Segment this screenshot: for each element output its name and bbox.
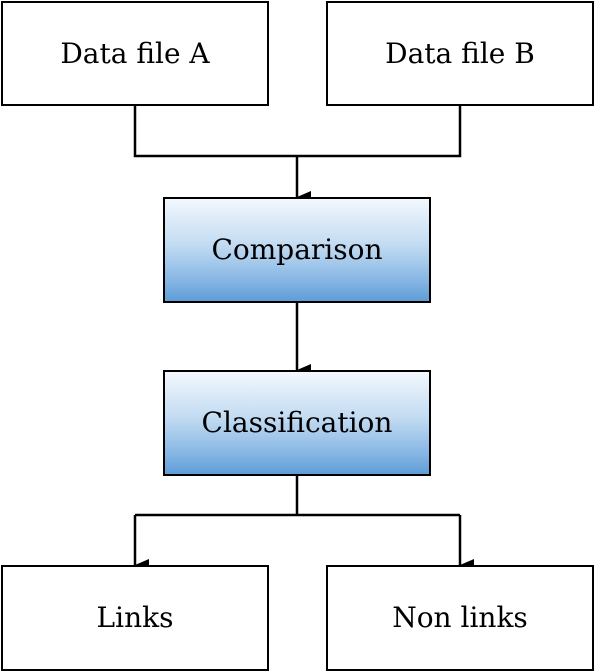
comparison-label: Comparison bbox=[211, 233, 383, 266]
data-file-b-box: Data file B bbox=[326, 1, 594, 106]
data-file-b-label: Data file B bbox=[385, 36, 535, 70]
non-links-box: Non links bbox=[326, 565, 594, 671]
non-links-label: Non links bbox=[392, 601, 528, 634]
classification-label: Classification bbox=[201, 406, 393, 439]
links-label: Links bbox=[96, 601, 174, 634]
data-file-a-label: Data file A bbox=[60, 36, 210, 70]
classification-box: Classification bbox=[163, 370, 431, 476]
connector-a-to-merge bbox=[133, 106, 297, 158]
data-file-a-box: Data file A bbox=[1, 1, 269, 106]
links-box: Links bbox=[1, 565, 269, 671]
comparison-box: Comparison bbox=[163, 197, 431, 303]
connector-b-to-merge bbox=[297, 106, 462, 158]
